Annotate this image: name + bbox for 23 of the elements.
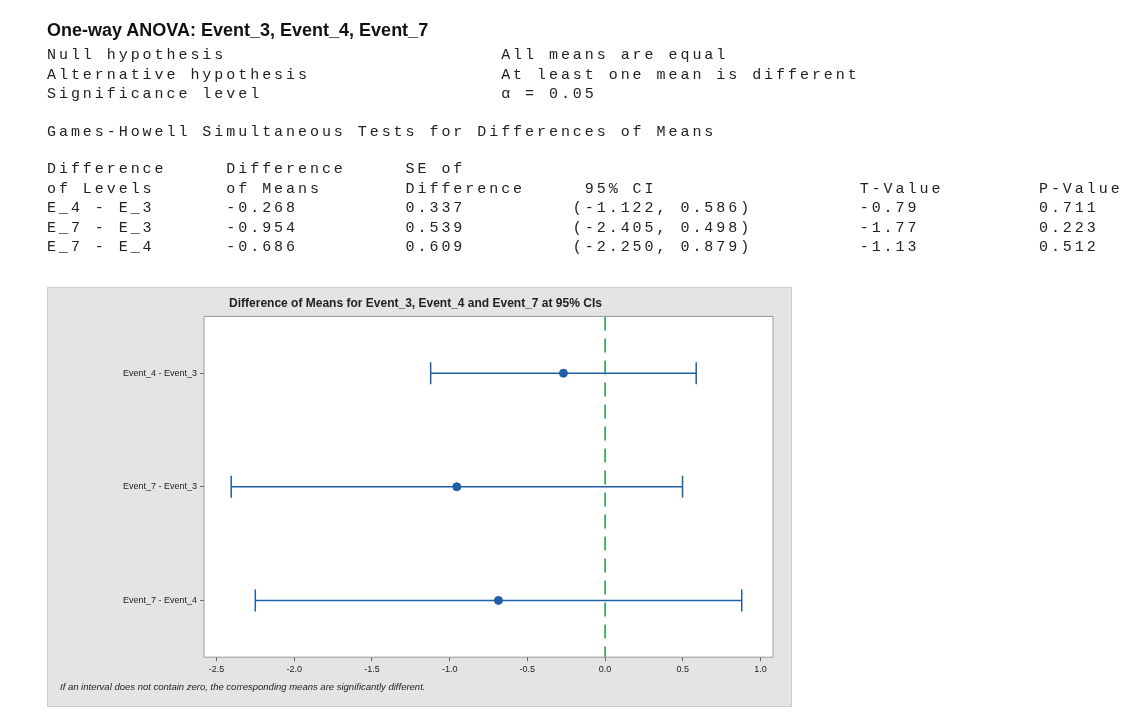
text: Games-Howell Simultaneous Tests for Differences of Means: [47, 122, 718, 142]
x-tick-label: -1.0: [441, 664, 458, 675]
text: Significance level α = 0.05: [47, 85, 598, 105]
text: Alternative hypothesis At least one mean is different: [47, 65, 861, 85]
text: Difference Difference SE of: [47, 160, 467, 180]
text: If an interval does not contain zero, the corresponding means are significantly different.: [60, 681, 426, 692]
x-tick-label: -1.5: [364, 664, 380, 675]
text: E_7 - E_3 -0.954 0.539 (-2.405, 0.498) -1.77 0.223: [47, 218, 1100, 238]
text: of Levels of Means Difference 95% CI T-Value P-Value: [47, 179, 1123, 199]
x-tick-label: -2.0: [286, 664, 302, 675]
x-tick-label: -0.5: [519, 664, 536, 675]
y-tick-label: Event_7 - Event_3: [122, 481, 197, 492]
y-tick-label: Event_7 - Event_4: [122, 594, 197, 605]
x-tick-label: 1.0: [754, 664, 767, 675]
x-tick-label: 0.0: [598, 664, 612, 675]
text: E_4 - E_3 -0.268 0.337 (-1.122, 0.586) -0.79 0.711: [47, 199, 1100, 219]
text: E_7 - E_4 -0.686 0.609 (-2.250, 0.879) -1.13 0.512: [47, 238, 1100, 258]
y-tick-label: Event_4 - Event_3: [122, 367, 197, 378]
chart-title: One-way ANOVA: Event_3, Event_4, Event_7: [47, 20, 429, 41]
text: Null hypothesis All means are equal: [47, 46, 730, 66]
x-tick-label: -2.5: [208, 664, 225, 675]
chart-subtitle: Difference of Means for Event_3, Event_4 and Event_7 at 95% CIs: [229, 295, 603, 310]
x-tick-label: 0.5: [676, 664, 690, 675]
